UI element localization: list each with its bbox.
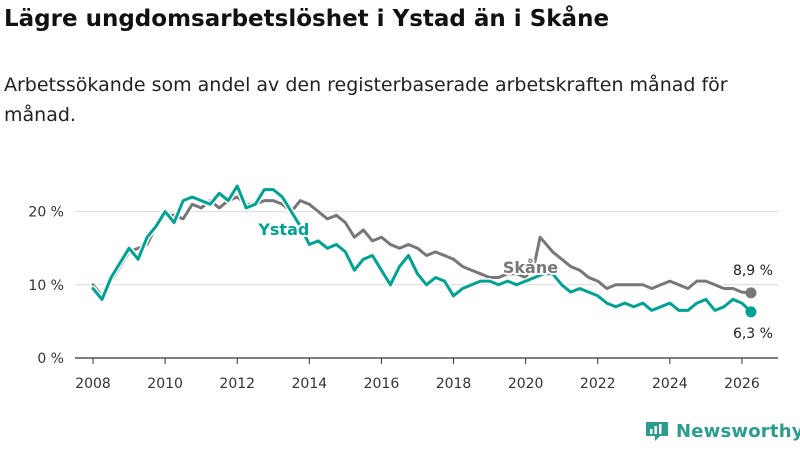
x-tick-label: 2016 <box>364 376 400 392</box>
x-tick-label: 2020 <box>508 376 544 392</box>
ystad-line <box>91 184 753 314</box>
ystad-label-halo: Ystad <box>257 220 309 239</box>
x-tick-label: 2008 <box>75 376 111 392</box>
bar-chart-logo-icon <box>646 422 668 441</box>
x-tick-label: 2018 <box>436 376 472 392</box>
x-tick-label: 2010 <box>147 376 183 392</box>
grid-lines <box>75 211 778 286</box>
skane-line <box>91 195 753 298</box>
newsworthy-brand[interactable]: Newsworthy <box>644 419 800 443</box>
ystad-end-value-label: 6,3 % <box>733 326 773 342</box>
x-tick-label: 2014 <box>292 376 328 392</box>
ystad-end-point <box>745 306 757 318</box>
y-tick-label: 20 % <box>28 205 64 221</box>
y-tick-label: 10 % <box>28 278 64 294</box>
y-tick-label: 0 % <box>37 351 64 367</box>
x-tick-label: 2026 <box>724 376 760 392</box>
chart-title: Lägre ungdomsarbetslöshet i Ystad än i S… <box>4 6 610 32</box>
x-tick-label: 2022 <box>580 376 616 392</box>
skane-end-value-label: 8,9 % <box>733 263 773 279</box>
brand-name: Newsworthy <box>676 420 800 442</box>
ystad-series-label: Ystad <box>257 220 309 239</box>
skane-label-halo: Skåne <box>503 258 558 277</box>
y-axis-ticks: 0 % 10 % 20 % <box>28 205 64 367</box>
x-tick-label: 2024 <box>652 376 688 392</box>
chart-subtitle: Arbetssökande som andel av den registerb… <box>4 74 728 126</box>
x-axis: 2008 2010 2012 2014 2016 2018 2020 2022 2024 2026 <box>75 357 778 392</box>
skane-end-point <box>745 287 757 299</box>
skane-series-label: Skåne <box>503 258 558 277</box>
series-lines <box>90 183 757 318</box>
x-tick-label: 2012 <box>219 376 255 392</box>
